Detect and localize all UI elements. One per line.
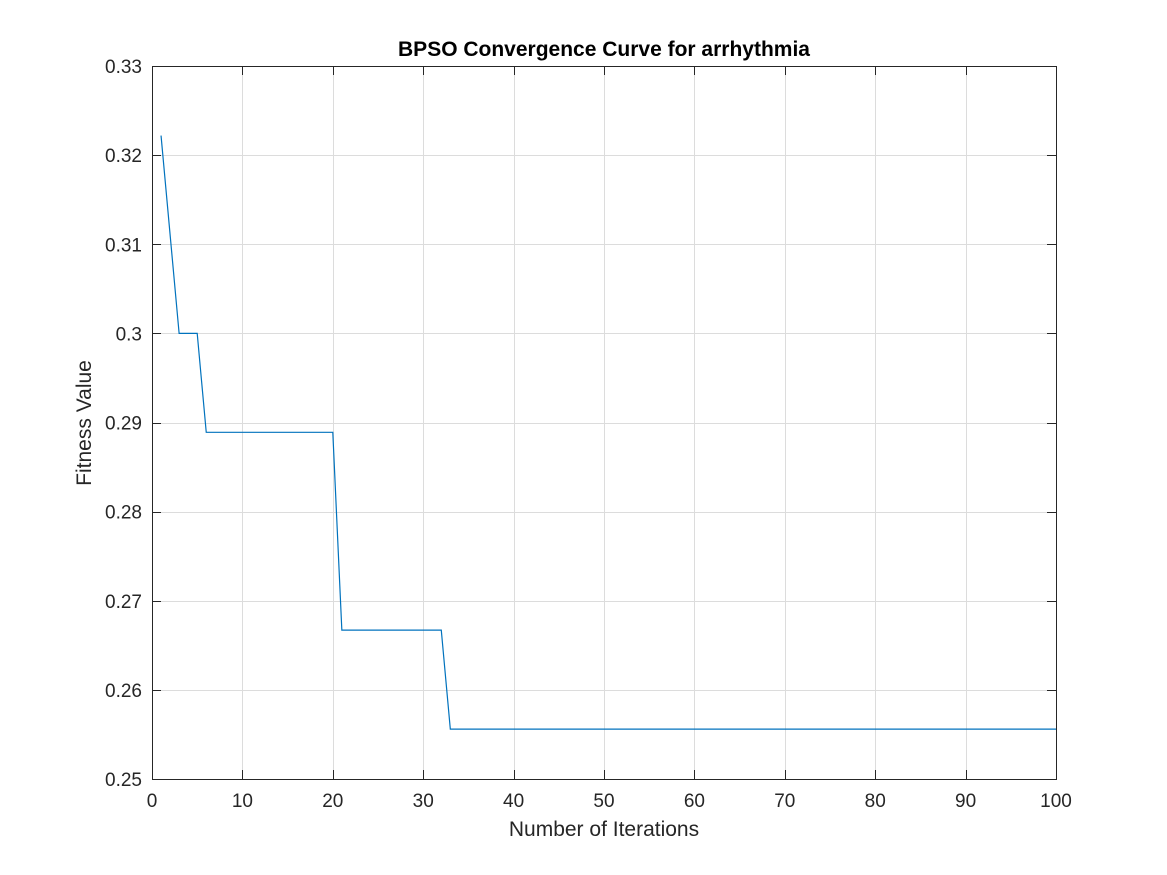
x-tick-label: 60 [684, 791, 705, 812]
x-tick-label: 100 [1040, 791, 1072, 812]
x-tick-label: 0 [147, 791, 158, 812]
x-tick-label: 20 [322, 791, 343, 812]
chart-title: BPSO Convergence Curve for arrhythmia [398, 38, 810, 61]
x-tick-label: 90 [955, 791, 976, 812]
y-axis-label: Fitness Value [73, 360, 96, 486]
x-tick-label: 10 [232, 791, 253, 812]
x-tick-label: 50 [593, 791, 614, 812]
series-line [160, 135, 1056, 730]
x-axis-label: Number of Iterations [509, 818, 699, 841]
x-tick-label: 70 [774, 791, 795, 812]
y-tick-label: 0.28 [105, 503, 142, 524]
x-tick-label: 80 [865, 791, 886, 812]
y-tick-label: 0.29 [105, 414, 142, 435]
y-tick-label: 0.33 [105, 57, 142, 78]
y-tick-label: 0.25 [105, 770, 142, 791]
y-tick-label: 0.26 [105, 681, 142, 702]
tick-labels: 0 10 20 30 40 50 60 70 80 90 100 0.25 0.26 0.27 0.28 0.… [105, 57, 1072, 812]
axes-box [152, 66, 1057, 780]
y-tick-label: 0.32 [105, 146, 142, 167]
series-layer [160, 135, 1056, 730]
y-tick-label: 0.27 [105, 592, 142, 613]
x-tick-label: 40 [503, 791, 524, 812]
x-tick-label: 30 [413, 791, 434, 812]
y-tick-label: 0.31 [105, 235, 142, 256]
y-tick-label: 0.3 [116, 324, 142, 345]
